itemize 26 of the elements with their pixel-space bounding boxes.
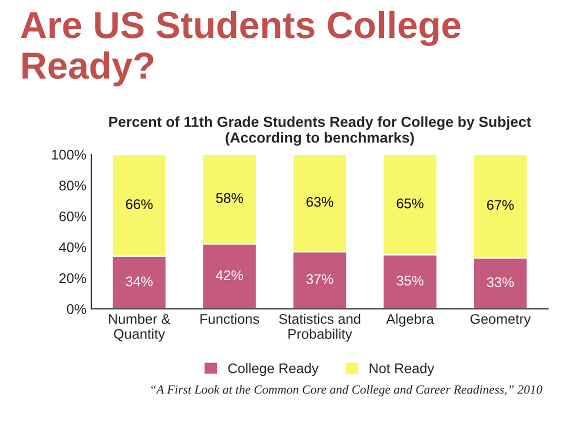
y-tick-label: 100% xyxy=(52,150,86,160)
x-tick-label: Statistics and Probability xyxy=(279,314,360,342)
y-tick-label: 40% xyxy=(59,242,86,252)
x-tick-label: Functions xyxy=(200,314,260,324)
y-tick-label: 80% xyxy=(59,180,86,190)
x-tick-label: Geometry xyxy=(470,314,531,327)
data-label: 66% xyxy=(126,199,153,210)
y-tick-label: 0% xyxy=(66,304,86,314)
data-label: 67% xyxy=(487,200,514,210)
data-label: 33% xyxy=(486,277,514,288)
data-label: 37% xyxy=(306,274,334,284)
data-label: 63% xyxy=(306,196,334,207)
legend-label: Not Ready xyxy=(370,363,434,376)
x-tick-label: Number & Quantity xyxy=(109,314,170,342)
data-label: 42% xyxy=(216,270,243,280)
chart-title: Are US Students College Ready? xyxy=(20,10,460,86)
data-label: 65% xyxy=(396,198,424,208)
x-tick-label: Algebra xyxy=(386,314,434,327)
data-label: 35% xyxy=(396,276,424,286)
legend-label: College Ready xyxy=(228,363,319,376)
data-label: 58% xyxy=(216,193,243,203)
y-tick-label: 60% xyxy=(59,212,86,222)
chart-subtitle: Percent of 11th Grade Students Ready for College by Subject (According to benchmarks) xyxy=(109,116,532,146)
data-label: 34% xyxy=(126,276,153,286)
text: “A First Look at the Common Core and College and Career Readiness,” 2010 xyxy=(151,384,542,396)
y-tick-label: 20% xyxy=(59,273,86,284)
